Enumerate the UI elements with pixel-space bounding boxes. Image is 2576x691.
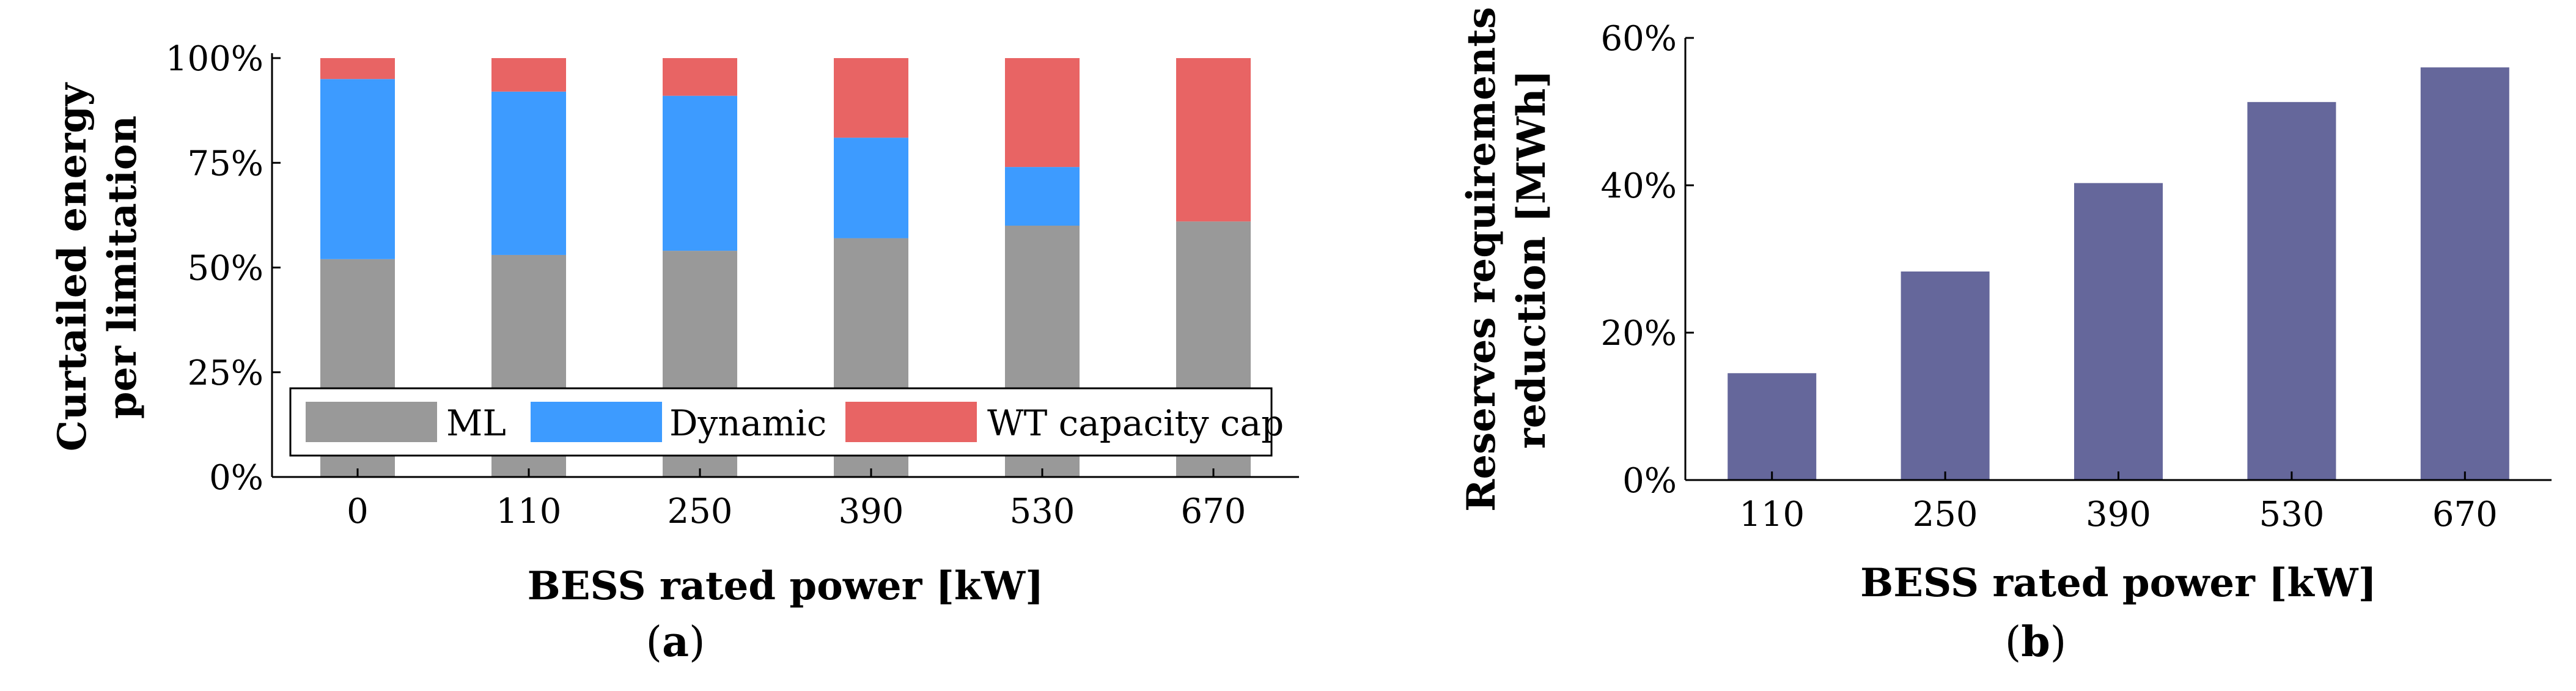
y-tick-label: 60% [1601,19,1677,59]
panel-label-close: ) [689,618,705,667]
bar-110 [1728,373,1817,480]
panel-label-close: ) [2050,618,2067,667]
x-tick-label: 390 [839,492,904,531]
x-tick-label: 670 [1181,492,1246,531]
bar-dynamic-250 [663,95,737,251]
bar-wt-capacity-cap-670 [1176,58,1251,222]
y-tick-label: 0% [1622,461,1677,501]
bar-wt-capacity-cap-0 [320,58,395,79]
bar-250 [1901,271,1990,480]
bar-670 [2420,67,2509,480]
panel-label-a: (a) [646,618,705,667]
bar-dynamic-390 [834,138,908,238]
y-tick-label: 50% [188,249,263,289]
x-tick-label: 530 [2259,495,2324,534]
panel-label-letter: a [662,618,689,667]
bar-wt-capacity-cap-530 [1005,58,1080,168]
y-tick-label: 40% [1601,166,1677,206]
panel-label-open: ( [646,618,662,667]
x-axis-label: BESS rated power [kW] [528,563,1044,609]
legend-swatch-dynamic [531,402,662,442]
bar-530 [2247,102,2336,480]
x-tick-label: 390 [2086,495,2151,534]
bar-dynamic-530 [1005,167,1080,226]
x-tick-label: 110 [496,492,562,531]
y-tick-label: 25% [188,353,263,393]
x-tick-label: 250 [1913,495,1978,534]
bar-wt-capacity-cap-390 [834,58,908,138]
x-tick-label: 250 [668,492,733,531]
legend-box [289,387,1273,457]
y-tick-label: 0% [209,458,263,498]
panel-label-b: (b) [2005,618,2067,667]
legend-label-ml: ML [446,402,506,444]
y-tick-label: 100% [166,39,263,79]
y-axis-label-line2: per limitation [100,116,145,419]
y-axis-label: Reserves requirements reduction [MWh] [1459,7,1555,512]
legend-swatch-wt-capacity-cap [845,402,977,442]
legend-swatch-ml [306,402,437,442]
panel-label-letter: b [2021,618,2050,667]
y-tick-label: 75% [188,144,263,183]
x-tick-label: 670 [2432,495,2498,534]
bar-wt-capacity-cap-250 [663,58,737,96]
legend-label-wt-capacity-cap: WT capacity cap [987,402,1284,444]
bar-wt-capacity-cap-110 [491,58,566,92]
y-axis-label-line2: reduction [MWh] [1509,70,1555,449]
panel-label-open: ( [2005,618,2022,667]
legend-label-dynamic: Dynamic [669,402,826,444]
bar-390 [2074,183,2163,480]
y-axis-label: Curtailed energy per limitation [50,82,145,451]
x-tick-label: 530 [1010,492,1075,531]
x-tick-label: 0 [347,492,369,531]
chart-b: 0% 20% 40% 60% 110 250 390 530 670 Reserves requi… [1459,7,2552,667]
y-axis-label-line1: Curtailed energy [50,82,95,451]
bar-dynamic-0 [320,79,395,259]
x-axis-label: BESS rated power [kW] [1860,560,2377,606]
y-axis-label-line1: Reserves requirements [1459,7,1504,512]
x-tick-label: 110 [1739,495,1805,534]
bar-dynamic-110 [491,91,566,255]
chart-a: 0% 25% 50% 75% 100% 0 110 250 390 530 670 ML Dynamic… [50,39,1299,667]
y-tick-label: 20% [1601,314,1677,353]
